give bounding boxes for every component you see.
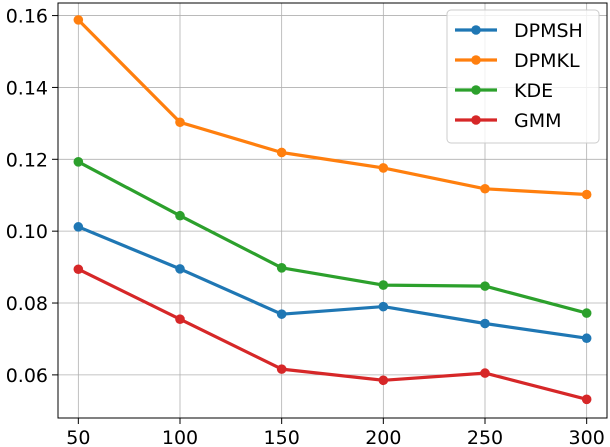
plot-frame bbox=[57, 2, 608, 419]
y-tick-label: 0.08 bbox=[6, 293, 48, 315]
y-tick-label: 0.12 bbox=[6, 149, 48, 171]
data-point-dpmsh bbox=[581, 333, 592, 344]
legend-swatch-marker-dpmsh bbox=[471, 25, 481, 35]
data-point-gmm bbox=[581, 394, 592, 405]
x-tick-label: 300 bbox=[569, 427, 605, 447]
data-point-dpmkl bbox=[480, 183, 490, 194]
y-tick-label: 0.16 bbox=[6, 6, 48, 28]
series-line-gmm bbox=[76, 267, 589, 401]
legend-label-dpmsh: DPMSH bbox=[514, 20, 583, 42]
legend: DPMSH DPMKL KDE GMM bbox=[446, 9, 600, 144]
axes: 50 100 150 200 250 300 0.06 0.08 0.10 0.12 0.14 0.1… bbox=[6, 6, 605, 447]
x-tick-label: 150 bbox=[264, 427, 300, 447]
data-point-gmm bbox=[175, 314, 185, 324]
data-point-dpmsh bbox=[276, 309, 287, 319]
data-point-dpmsh bbox=[175, 264, 185, 274]
legend-label-gmm: GMM bbox=[514, 110, 562, 132]
x-tick-label: 200 bbox=[365, 427, 401, 447]
y-tick-label: 0.06 bbox=[6, 365, 48, 387]
data-point-kde bbox=[276, 263, 287, 273]
data-point-gmm bbox=[276, 364, 287, 374]
legend-swatch-marker-kde bbox=[471, 85, 481, 95]
data-point-kde bbox=[73, 157, 84, 167]
legend-label-kde: KDE bbox=[514, 80, 553, 102]
data-point-dpmkl bbox=[378, 163, 389, 173]
y-tick-label: 0.14 bbox=[6, 77, 48, 99]
data-point-dpmkl bbox=[276, 147, 287, 158]
legend-box bbox=[446, 9, 600, 144]
data-point-dpmkl bbox=[581, 189, 592, 200]
x-tick-label: 250 bbox=[467, 427, 503, 447]
data-point-dpmkl bbox=[73, 15, 84, 25]
legend-swatch-marker-dpmkl bbox=[471, 55, 481, 65]
legend-label-dpmkl: DPMKL bbox=[514, 50, 580, 72]
data-point-gmm bbox=[73, 264, 84, 275]
data-point-gmm bbox=[378, 375, 389, 386]
data-point-dpmsh bbox=[378, 301, 389, 312]
data-point-dpmsh bbox=[480, 318, 490, 329]
data-point-kde bbox=[480, 281, 490, 291]
series-line-kde bbox=[76, 160, 589, 315]
x-tick-label: 100 bbox=[162, 427, 198, 447]
data-point-kde bbox=[378, 280, 389, 290]
data-point-dpmsh bbox=[73, 222, 84, 232]
x-tick-label: 50 bbox=[66, 427, 90, 447]
data-point-kde bbox=[175, 210, 185, 221]
data-point-gmm bbox=[480, 368, 490, 378]
series-line-dpmkl bbox=[76, 18, 589, 197]
data-point-kde bbox=[581, 308, 592, 318]
y-tick-label: 0.10 bbox=[6, 221, 48, 243]
data-point-dpmkl bbox=[175, 117, 185, 128]
legend-swatch-marker-gmm bbox=[471, 115, 481, 125]
series-line-dpmsh bbox=[76, 225, 589, 340]
series-layer bbox=[73, 15, 592, 405]
